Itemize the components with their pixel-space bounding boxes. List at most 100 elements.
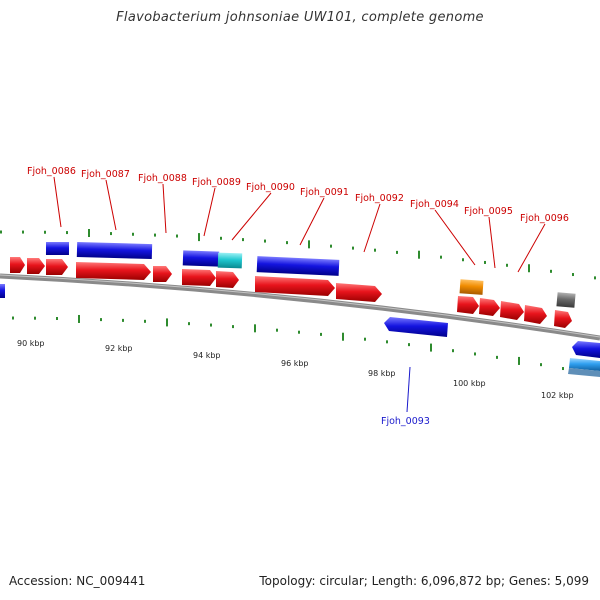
scale-tick-minor	[188, 322, 190, 326]
gene-partial-right-light[interactable]	[569, 358, 600, 371]
gene-label-fjoh-0092: Fjoh_0092	[355, 193, 404, 204]
scale-label-94kbp: 94 kbp	[193, 351, 221, 360]
gene-forward-arrow[interactable]	[216, 271, 239, 288]
scale-tick-major	[78, 314, 80, 323]
gene-forward-arrow[interactable]	[76, 262, 151, 280]
gene-label-fjoh-0087: Fjoh_0087	[81, 169, 130, 180]
scale-tick-minor	[562, 367, 564, 371]
scale-tick-minor	[220, 236, 222, 240]
label-leader-line	[162, 183, 167, 234]
scale-tick-major	[308, 240, 310, 249]
gene-partial-right-steel[interactable]	[568, 368, 600, 377]
scale-tick-minor	[176, 234, 178, 238]
gene-fjoh-0087[interactable]	[76, 241, 153, 260]
gene-partial-left[interactable]	[0, 284, 5, 298]
scale-tick-minor	[22, 230, 24, 234]
gene-forward-arrow[interactable]	[500, 301, 524, 320]
scale-tick-minor	[132, 232, 134, 236]
genome-backbone	[0, 273, 600, 341]
scale-tick-minor	[242, 238, 244, 242]
scale-tick-major	[528, 264, 530, 273]
label-leader-line	[105, 179, 117, 231]
scale-tick-minor	[572, 273, 574, 277]
scale-tick-major	[198, 233, 200, 242]
gene-label-fjoh-0090: Fjoh_0090	[246, 182, 295, 193]
gene-label-fjoh-0089: Fjoh_0089	[192, 177, 241, 188]
genome-backbone-highlight	[0, 274, 600, 338]
scale-tick-minor	[276, 328, 278, 332]
scale-tick-minor	[264, 239, 266, 243]
label-leader-line	[53, 176, 62, 228]
gene-forward-arrow[interactable]	[457, 296, 479, 314]
gene-forward-arrow[interactable]	[182, 269, 216, 286]
scale-tick-minor	[396, 250, 398, 254]
scale-tick-minor	[352, 246, 354, 250]
gene-fjoh-0095[interactable]	[459, 279, 484, 295]
scale-tick-minor	[594, 276, 596, 280]
gene-label-fjoh-0094: Fjoh_0094	[410, 199, 459, 210]
scale-tick-minor	[364, 337, 366, 341]
gene-forward-arrow[interactable]	[10, 257, 25, 273]
scale-tick-minor	[0, 230, 2, 234]
scale-tick-minor	[540, 363, 542, 367]
scale-tick-minor	[34, 316, 36, 320]
scale-tick-minor	[408, 343, 410, 347]
label-leader-line	[363, 203, 381, 253]
scale-tick-minor	[286, 241, 288, 245]
scale-tick-minor	[100, 318, 102, 322]
gene-label-fjoh-0091: Fjoh_0091	[300, 187, 349, 198]
scale-tick-minor	[66, 231, 68, 235]
gene-forward-arrow[interactable]	[255, 276, 335, 296]
gene-fjoh-0093[interactable]	[384, 317, 448, 337]
scale-tick-minor	[56, 317, 58, 321]
scale-tick-minor	[12, 316, 14, 320]
gene-label-fjoh-0095: Fjoh_0095	[464, 206, 513, 217]
scale-tick-minor	[440, 255, 442, 259]
scale-tick-minor	[320, 332, 322, 336]
scale-label-96kbp: 96 kbp	[281, 359, 309, 368]
label-leader-line	[517, 223, 546, 273]
scale-tick-minor	[496, 355, 498, 359]
scale-tick-minor	[474, 352, 476, 356]
scale-tick-major	[254, 324, 256, 333]
gene-forward-arrow[interactable]	[46, 259, 68, 275]
scale-tick-minor	[154, 233, 156, 237]
gene-fjoh-0090[interactable]	[217, 252, 243, 269]
map-title: Flavobacterium johnsoniae UW101, complet…	[116, 10, 484, 25]
gene-fjoh-0086[interactable]	[45, 241, 70, 256]
scale-tick-major	[166, 318, 168, 327]
gene-forward-arrow[interactable]	[479, 298, 500, 316]
label-leader-line	[231, 192, 272, 241]
gene-partial-right-blue[interactable]	[572, 341, 600, 358]
scale-tick-minor	[452, 349, 454, 353]
scale-tick-minor	[210, 323, 212, 327]
gene-forward-arrow[interactable]	[554, 310, 572, 328]
gene-fjoh-0089[interactable]	[182, 250, 220, 267]
scale-tick-minor	[110, 232, 112, 236]
scale-tick-major	[342, 332, 344, 341]
scale-tick-major	[88, 229, 90, 238]
scale-tick-minor	[232, 325, 234, 329]
scale-tick-major	[418, 250, 420, 259]
label-leader-line	[299, 197, 325, 246]
gene-forward-arrow[interactable]	[153, 266, 172, 282]
scale-tick-minor	[550, 269, 552, 273]
scale-tick-minor	[484, 260, 486, 264]
gene-forward-arrow[interactable]	[27, 258, 45, 274]
gene-label-fjoh-0086: Fjoh_0086	[27, 166, 76, 177]
label-leader-line	[406, 366, 411, 413]
gene-forward-arrow[interactable]	[336, 283, 382, 302]
scale-tick-minor	[386, 340, 388, 344]
genome-summary-text: Topology: circular; Length: 6,096,872 bp…	[259, 574, 589, 588]
gene-fjoh-0096[interactable]	[556, 292, 576, 308]
label-leader-line	[203, 187, 216, 237]
gene-forward-arrow[interactable]	[524, 305, 547, 324]
gene-fjoh-0091[interactable]	[256, 256, 340, 276]
gene-label-fjoh-0088: Fjoh_0088	[138, 173, 187, 184]
scale-tick-minor	[122, 318, 124, 322]
scale-tick-minor	[298, 330, 300, 334]
scale-tick-major	[518, 356, 520, 365]
scale-tick-minor	[330, 244, 332, 248]
accession-text: Accession: NC_009441	[9, 574, 146, 588]
